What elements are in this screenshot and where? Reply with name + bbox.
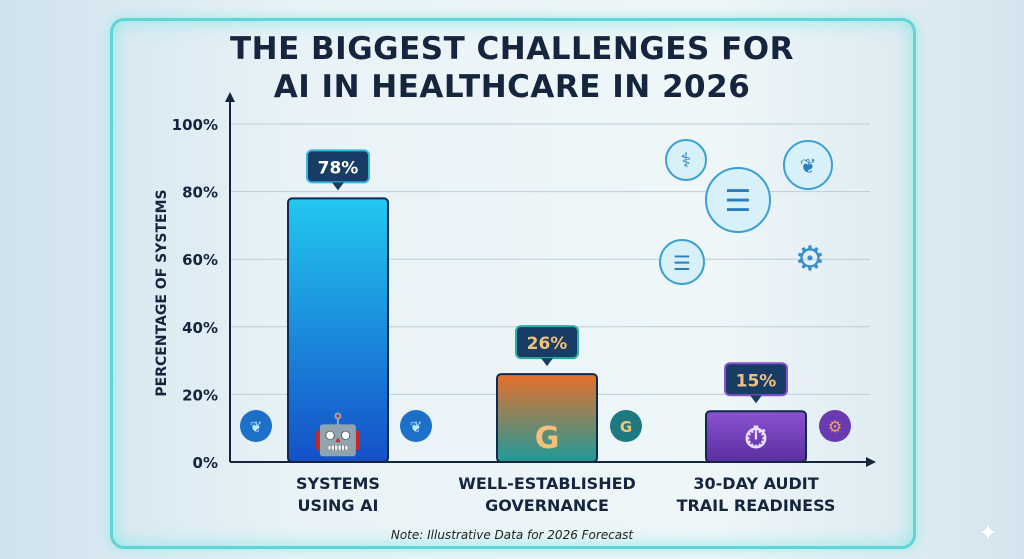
chart-title: THE BIGGEST CHALLENGES FOR AI IN HEALTHC…	[0, 30, 1024, 106]
footnote: Note: Illustrative Data for 2026 Forecas…	[390, 528, 634, 542]
y-tick-label: 40%	[182, 319, 218, 337]
decorative-icons: ⚕ ☰ ❦ ☰ ⚙ ❦ ❦ G ⚙ ✦	[240, 139, 997, 546]
shield-g-side-icon: G	[610, 410, 642, 442]
database-icon: ☰	[705, 167, 771, 233]
brain-left-icon: ❦	[240, 410, 272, 442]
brain-right-icon: ❦	[400, 410, 432, 442]
data-label: 78%	[318, 158, 359, 178]
gears-icon: ⚙	[795, 239, 825, 279]
chart-frame	[110, 18, 916, 549]
gears-side-icon: ⚙	[819, 410, 851, 442]
x-tick-label: 30-DAY AUDIT	[693, 474, 818, 493]
x-tick-label: TRAIL READINESS	[677, 496, 836, 515]
data-label: 26%	[527, 334, 568, 354]
x-tick-label: SYSTEMS	[296, 474, 380, 493]
svg-text:⚙: ⚙	[795, 239, 825, 279]
y-axis-label: PERCENTAGE OF SYSTEMS	[154, 189, 170, 396]
svg-text:⚙: ⚙	[828, 417, 842, 436]
svg-text:⚕: ⚕	[681, 148, 692, 172]
svg-text:❦: ❦	[250, 418, 263, 436]
y-tick-label: 60%	[182, 251, 218, 269]
x-axis-arrow	[866, 457, 876, 467]
svg-text:☰: ☰	[725, 184, 752, 219]
title-line-2: AI IN HEALTHCARE IN 2026	[273, 69, 751, 105]
y-tick-label: 100%	[172, 116, 218, 134]
data-label-pointer	[332, 182, 344, 191]
y-tick-label: 80%	[182, 184, 218, 202]
svg-text:G: G	[620, 418, 632, 436]
brain-icon: ❦	[783, 140, 833, 190]
y-tick-label: 20%	[182, 386, 218, 404]
robot-icon: 🤖	[313, 411, 363, 458]
x-tick-label: USING AI	[298, 496, 379, 515]
svg-text:❦: ❦	[800, 154, 817, 178]
svg-text:☰: ☰	[673, 251, 691, 275]
y-tick-label: 0%	[193, 454, 218, 472]
x-tick-label: WELL-ESTABLISHED	[458, 474, 636, 493]
sparkle-icon: ✦	[979, 521, 997, 546]
data-label-pointer	[541, 358, 553, 367]
x-tick-label: GOVERNANCE	[485, 496, 609, 515]
database-gear-icon: ☰	[659, 239, 705, 285]
y-axis-arrow	[225, 92, 235, 102]
data-label: 15%	[736, 371, 777, 391]
title-line-1: THE BIGGEST CHALLENGES FOR	[229, 31, 794, 67]
shield-g-icon: G	[535, 421, 560, 456]
stethoscope-icon: ⚕	[665, 139, 707, 181]
stopwatch-icon: ⏱	[744, 421, 767, 456]
data-label-pointer	[750, 395, 762, 404]
svg-text:✦: ✦	[979, 521, 997, 546]
svg-text:❦: ❦	[410, 418, 423, 436]
